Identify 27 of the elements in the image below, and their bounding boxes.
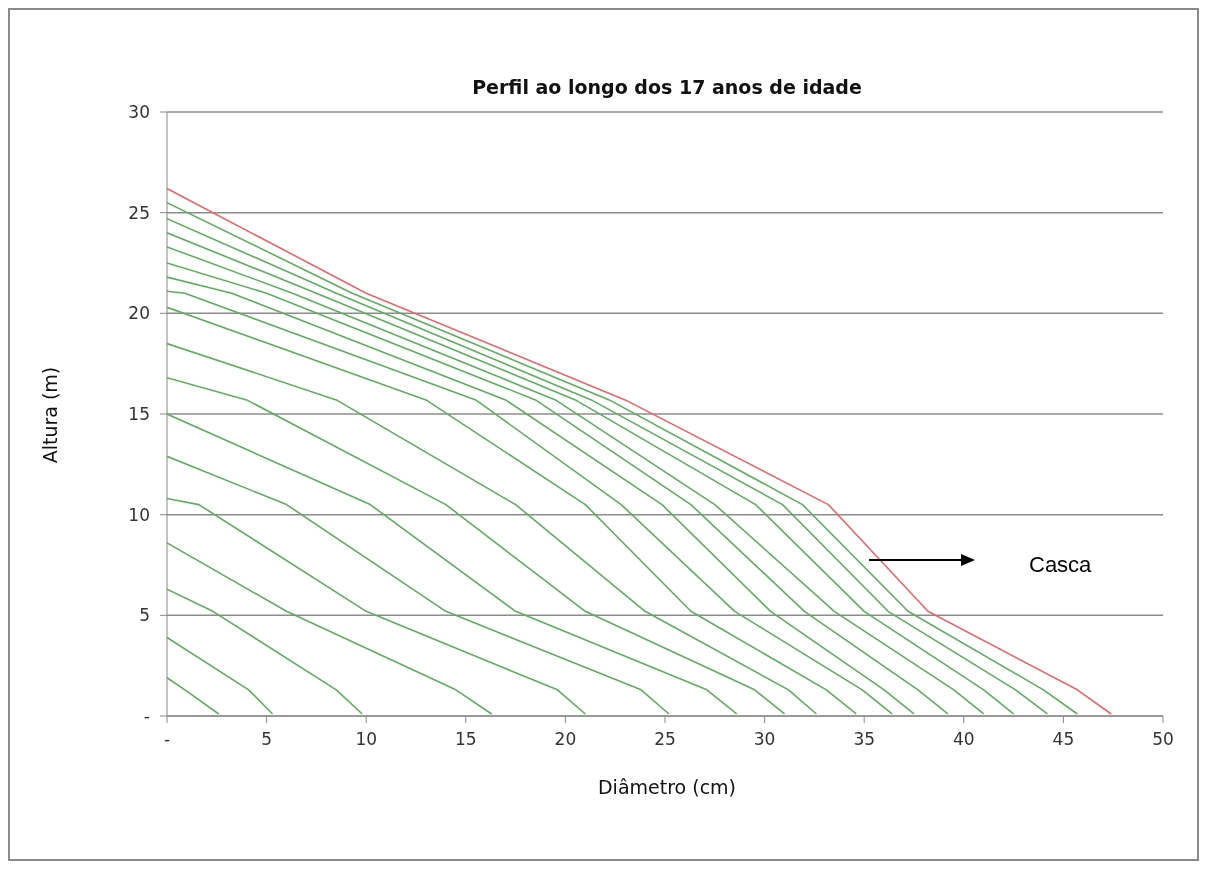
x-tick-label: 40 xyxy=(952,729,975,750)
y-tick-label: 20 xyxy=(128,303,150,324)
annotation: Casca xyxy=(1029,552,1092,579)
x-tick-label: 20 xyxy=(554,729,577,750)
y-tick-label: 25 xyxy=(128,202,150,223)
line-series xyxy=(167,413,738,715)
y-tick-label: 10 xyxy=(128,504,150,525)
line-series xyxy=(167,497,587,715)
x-axis-title: Diâmetro (cm) xyxy=(596,776,737,798)
line-series xyxy=(167,588,364,715)
x-tick-label: 15 xyxy=(454,729,477,750)
chart-title: Perfil ao longo dos 17 anos de idade xyxy=(471,76,863,98)
x-tick-label: 10 xyxy=(355,729,378,750)
y-axis-title: Altura (m) xyxy=(39,365,61,466)
y-tick-label: - xyxy=(143,706,150,727)
x-tick-label: 25 xyxy=(654,729,676,750)
y-tick-label: 30 xyxy=(128,102,150,123)
x-tick-label: 5 xyxy=(261,729,273,750)
x-tick-label: 35 xyxy=(853,729,876,750)
x-tick-label: - xyxy=(163,729,171,750)
x-tick-label: 45 xyxy=(1052,729,1075,750)
y-tick-label: 5 xyxy=(139,605,150,626)
line-series xyxy=(167,542,493,715)
x-tick-label: 50 xyxy=(1152,729,1174,750)
x-tick-label: 30 xyxy=(753,729,776,750)
y-tick-label: 15 xyxy=(128,404,150,425)
line-series xyxy=(167,455,670,715)
